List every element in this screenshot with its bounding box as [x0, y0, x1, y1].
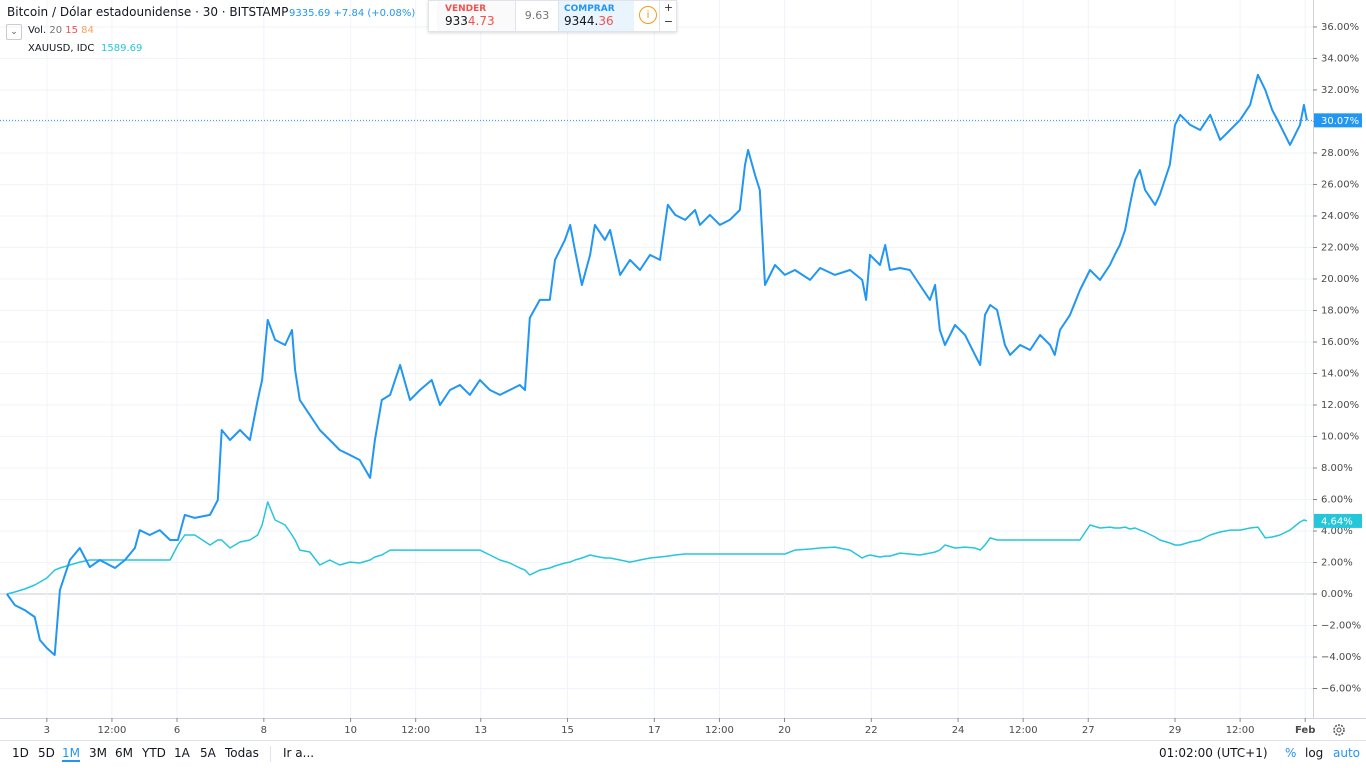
y-tick-label: 36.00% — [1321, 22, 1359, 33]
chart: −6.00% −4.00% −2.00% 0.00% 2.00% 4.00% 6.00% 8.… — [0, 0, 1366, 736]
info-icon[interactable]: i — [639, 6, 657, 24]
buy-price-tail: 36 — [598, 14, 614, 28]
percent-toggle[interactable]: % — [1285, 746, 1297, 760]
x-tick-label: 12:00 — [401, 725, 430, 736]
y-tick-label: 4.00% — [1321, 526, 1353, 537]
volume-param: 15 — [65, 25, 78, 36]
sell-button[interactable]: VENDER 9334.73 — [437, 1, 516, 31]
clock: 01:02:00 (UTC+1) — [1159, 746, 1268, 760]
minus[interactable]: − — [663, 15, 674, 28]
x-tick-label: 6 — [174, 725, 180, 736]
line — [6, 501, 1308, 595]
x-tick-label: 27 — [1082, 725, 1095, 736]
x-tick-label: 20 — [778, 725, 791, 736]
x-tick-label: 22 — [865, 725, 878, 736]
x-tick-label: 10 — [344, 725, 357, 736]
goto-button[interactable]: Ir a... — [283, 746, 315, 760]
compare-legend: XAUUSD, IDC — [28, 43, 95, 54]
sell-label: VENDER — [445, 4, 487, 14]
x-tick-label: 13 — [474, 725, 487, 736]
x-tick-label: 8 — [261, 725, 267, 736]
range-button[interactable]: YTD — [142, 746, 166, 760]
sell-price-tail: 4.73 — [467, 14, 495, 28]
y-tick-label: 18.00% — [1321, 305, 1359, 316]
settings-icon[interactable] — [1333, 724, 1345, 736]
legend-symbol: Bitcoin / Dólar estadounidense · 30 · BI… — [7, 5, 289, 19]
buy-price-head: 9344. — [564, 14, 599, 28]
collapse-button[interactable]: ⌄ — [6, 24, 22, 40]
gear-ring — [1333, 724, 1345, 736]
range-button[interactable]: 3M — [89, 746, 107, 760]
auto-toggle[interactable]: auto — [1333, 746, 1361, 760]
y-tick-label: 12.00% — [1321, 400, 1359, 411]
y-tick-label: 22.00% — [1321, 242, 1359, 253]
x-tick-label: 17 — [648, 725, 661, 736]
buy-price: 9344.36 — [564, 14, 614, 28]
y-tick-label: −6.00% — [1321, 684, 1361, 695]
x-tick-label: 24 — [952, 725, 965, 736]
x-tick-label: 12:00 — [98, 725, 127, 736]
legend-price: 9335.69 +7.84 (+0.08%) — [289, 8, 416, 19]
range-button[interactable]: 1D — [12, 746, 29, 760]
compare-price: 1589.69 — [101, 43, 143, 54]
volume-label: Vol. — [28, 25, 47, 36]
volume-param: 84 — [81, 25, 94, 36]
toolbar-separator — [270, 746, 271, 762]
line — [6, 73, 1308, 656]
last-value-badge — [1314, 513, 1362, 528]
range-button[interactable]: 6M — [115, 746, 133, 760]
spread: 9.63 — [524, 9, 550, 22]
y-tick-label: 14.00% — [1321, 368, 1359, 379]
y-tick-label: 32.00% — [1321, 85, 1359, 96]
toolbar-border — [0, 740, 1366, 741]
y-tick-label: 16.00% — [1321, 337, 1359, 348]
last-value-label: 4.64% — [1321, 516, 1353, 527]
buy-button[interactable]: COMPRAR 9344.36 — [558, 1, 634, 31]
volume-legend: Vol. 20 15 84 — [28, 25, 94, 36]
y-tick-label: −2.00% — [1321, 621, 1361, 632]
x-tick-label: 12:00 — [705, 725, 734, 736]
y-tick-label: 24.00% — [1321, 211, 1359, 222]
y-tick-label: 6.00% — [1321, 495, 1353, 506]
y-tick-label: 20.00% — [1321, 274, 1359, 285]
x-tick-label: 15 — [561, 725, 574, 736]
y-tick-label: 28.00% — [1321, 148, 1359, 159]
sell-price-head: 933 — [445, 14, 468, 28]
y-tick-label: 26.00% — [1321, 179, 1359, 190]
gear-hub — [1336, 727, 1342, 733]
range-button[interactable]: 1A — [174, 746, 190, 760]
plus[interactable]: + — [663, 1, 674, 14]
x-tick-label: 29 — [1169, 725, 1182, 736]
buy-label: COMPRAR — [564, 4, 615, 14]
trade-widget: VENDER 9334.73 9.63 COMPRAR 9344.36 i + − — [428, 0, 677, 32]
x-tick-label: Feb — [1295, 725, 1315, 736]
log-toggle[interactable]: log — [1305, 746, 1324, 760]
range-button[interactable]: 5A — [200, 746, 216, 760]
last-value-label: 30.07% — [1321, 116, 1359, 127]
last-value-badge — [1314, 113, 1362, 128]
y-tick-label: −4.00% — [1321, 652, 1361, 663]
x-tick-label: 12:00 — [1226, 725, 1255, 736]
x-tick-label: 3 — [44, 725, 50, 736]
range-button[interactable]: 1M — [62, 746, 80, 762]
y-tick-label: 2.00% — [1321, 558, 1353, 569]
x-tick-label: 12:00 — [1009, 725, 1038, 736]
y-tick-label: 8.00% — [1321, 463, 1353, 474]
y-tick-label: 10.00% — [1321, 432, 1359, 443]
volume-param: 20 — [49, 25, 63, 36]
y-tick-label: 34.00% — [1321, 53, 1359, 64]
sell-price: 9334.73 — [445, 14, 495, 28]
y-tick-label: 0.00% — [1321, 589, 1353, 600]
range-button[interactable]: Todas — [225, 746, 259, 760]
range-button[interactable]: 5D — [38, 746, 55, 760]
qty-stepper[interactable]: + − — [659, 1, 677, 31]
